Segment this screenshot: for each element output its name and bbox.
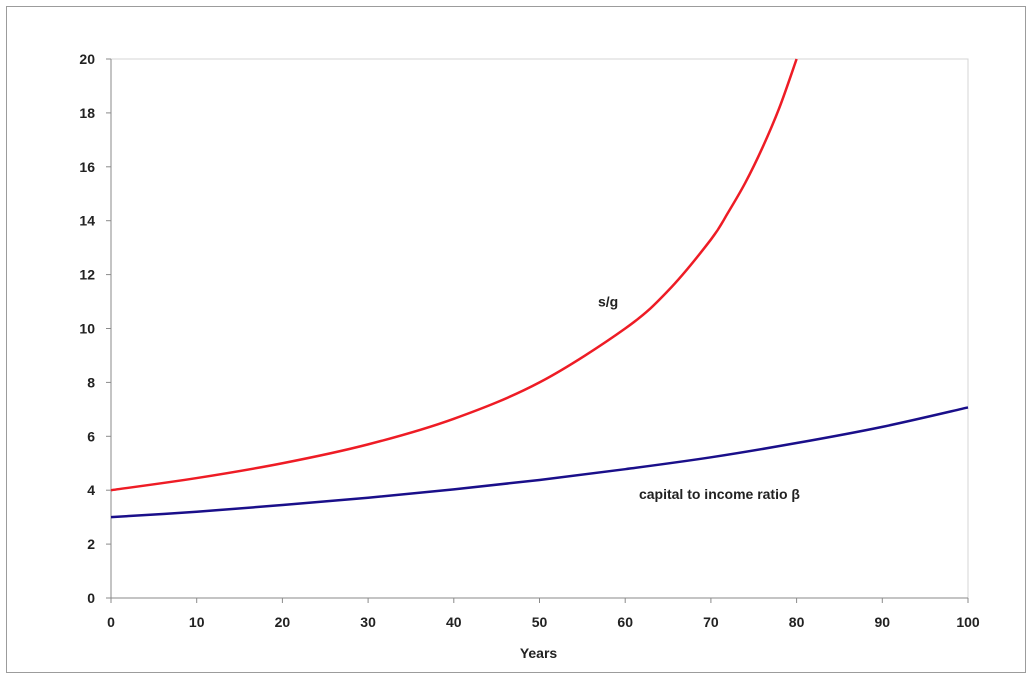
y-tick-label: 6: [87, 428, 95, 444]
x-tick-label: 60: [617, 614, 633, 630]
x-tick-label: 70: [703, 614, 719, 630]
x-tick-label: 50: [532, 614, 548, 630]
y-tick-label: 16: [79, 159, 95, 175]
annotation-sg: s/g: [598, 294, 618, 310]
x-tick-label: 80: [789, 614, 805, 630]
x-tick-label: 10: [189, 614, 205, 630]
chart-frame: [6, 6, 1026, 673]
axes: 0 10 20 30 40 50 60 70 80 90 100 0 2 4 6 8 10 12 14 16 18 20: [79, 51, 979, 630]
plot-area: [110, 58, 969, 599]
x-tick-label: 100: [956, 614, 980, 630]
x-tick-label: 30: [360, 614, 376, 630]
series-line-capital-income-ratio: [110, 406, 969, 519]
y-tick-label: 10: [79, 321, 95, 337]
y-tick-label: 12: [79, 267, 95, 283]
y-tick-label: 20: [79, 51, 95, 67]
x-tick-label: 90: [875, 614, 891, 630]
x-axis-title: Years: [520, 645, 558, 661]
series-line-sg: [110, 58, 798, 492]
x-tick-label: 40: [446, 614, 462, 630]
y-tick-label: 14: [79, 213, 95, 229]
y-tick-label: 4: [87, 482, 95, 498]
y-tick-label: 0: [87, 590, 95, 606]
x-tick-label: 20: [275, 614, 291, 630]
y-tick-label: 2: [87, 536, 95, 552]
y-tick-label: 8: [87, 374, 95, 390]
y-tick-label: 18: [79, 105, 95, 121]
labels: Years s/g capital to income ratio β: [520, 294, 801, 661]
annotation-capital-income-ratio: capital to income ratio β: [639, 486, 800, 502]
plot-border: [110, 58, 969, 599]
x-tick-label: 0: [107, 614, 115, 630]
series-layer: [110, 58, 969, 519]
